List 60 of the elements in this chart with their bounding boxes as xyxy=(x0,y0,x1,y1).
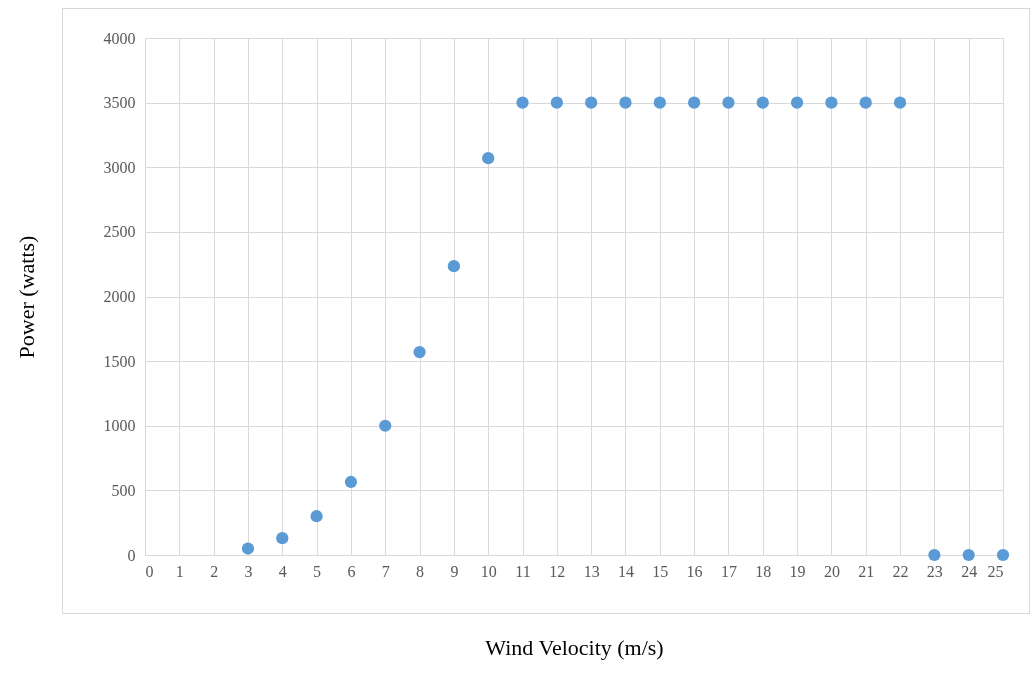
x-tick-label: 24 xyxy=(961,562,978,580)
y-tick-label: 4000 xyxy=(103,29,136,47)
x-tick-label: 15 xyxy=(652,562,669,580)
x-tick-label: 2 xyxy=(210,562,219,580)
point xyxy=(790,96,804,109)
x-tick-label: 4 xyxy=(278,562,287,580)
point xyxy=(413,345,426,359)
y-axis-title: Power (watts) xyxy=(13,235,39,359)
point xyxy=(825,96,838,109)
x-tick-label: 1 xyxy=(175,562,184,580)
point xyxy=(344,475,358,489)
point xyxy=(550,96,563,109)
y-tick-label: 1500 xyxy=(103,352,136,370)
x-tick-label: 0 xyxy=(145,562,154,580)
point xyxy=(482,152,495,165)
x-tick-label: 13 xyxy=(583,562,600,580)
x-tick-label: 6 xyxy=(347,562,356,580)
x-tick-label: 16 xyxy=(686,562,703,580)
point xyxy=(379,419,392,432)
x-tick-label: 17 xyxy=(720,562,737,580)
x-tick-label: 22 xyxy=(892,562,909,580)
point xyxy=(447,260,460,273)
point xyxy=(859,96,872,109)
point xyxy=(893,96,907,109)
x-tick-label: 19 xyxy=(789,562,806,580)
x-tick-label: 18 xyxy=(755,562,772,580)
y-tick-label: 2500 xyxy=(103,223,136,241)
point xyxy=(241,542,255,555)
x-tick-label: 14 xyxy=(617,562,634,580)
x-tick-label: 20 xyxy=(823,562,840,580)
point xyxy=(756,96,769,109)
y-tick-label: 0 xyxy=(127,546,136,564)
y-tick-label: 1000 xyxy=(103,417,136,435)
point xyxy=(722,96,735,109)
point xyxy=(928,548,941,562)
point xyxy=(619,96,632,109)
point xyxy=(516,96,529,109)
x-tick-label: 3 xyxy=(244,562,253,580)
x-tick-label: 8 xyxy=(416,562,425,580)
point xyxy=(996,548,1010,562)
point xyxy=(585,96,598,109)
x-axis-title: Wind Velocity (m/s) xyxy=(485,634,664,660)
x-tick-label: 12 xyxy=(549,562,566,580)
point xyxy=(962,548,975,562)
y-tick-label: 500 xyxy=(111,481,136,499)
x-tick-label: 5 xyxy=(313,562,322,580)
point xyxy=(653,96,666,109)
x-tick-label: 23 xyxy=(926,562,943,580)
y-tick-label: 3000 xyxy=(103,158,136,176)
point xyxy=(276,532,289,545)
x-tick-label: 25 xyxy=(987,562,1004,580)
y-tick-label: 2000 xyxy=(103,288,136,305)
point xyxy=(310,510,323,523)
x-tick-label: 11 xyxy=(515,562,531,580)
y-tick-label: 3500 xyxy=(103,94,136,112)
x-tick-label: 21 xyxy=(858,562,875,580)
point xyxy=(688,96,701,109)
x-tick-label: 7 xyxy=(381,562,390,580)
x-tick-label: 10 xyxy=(480,562,497,580)
x-tick-label: 9 xyxy=(450,562,459,580)
